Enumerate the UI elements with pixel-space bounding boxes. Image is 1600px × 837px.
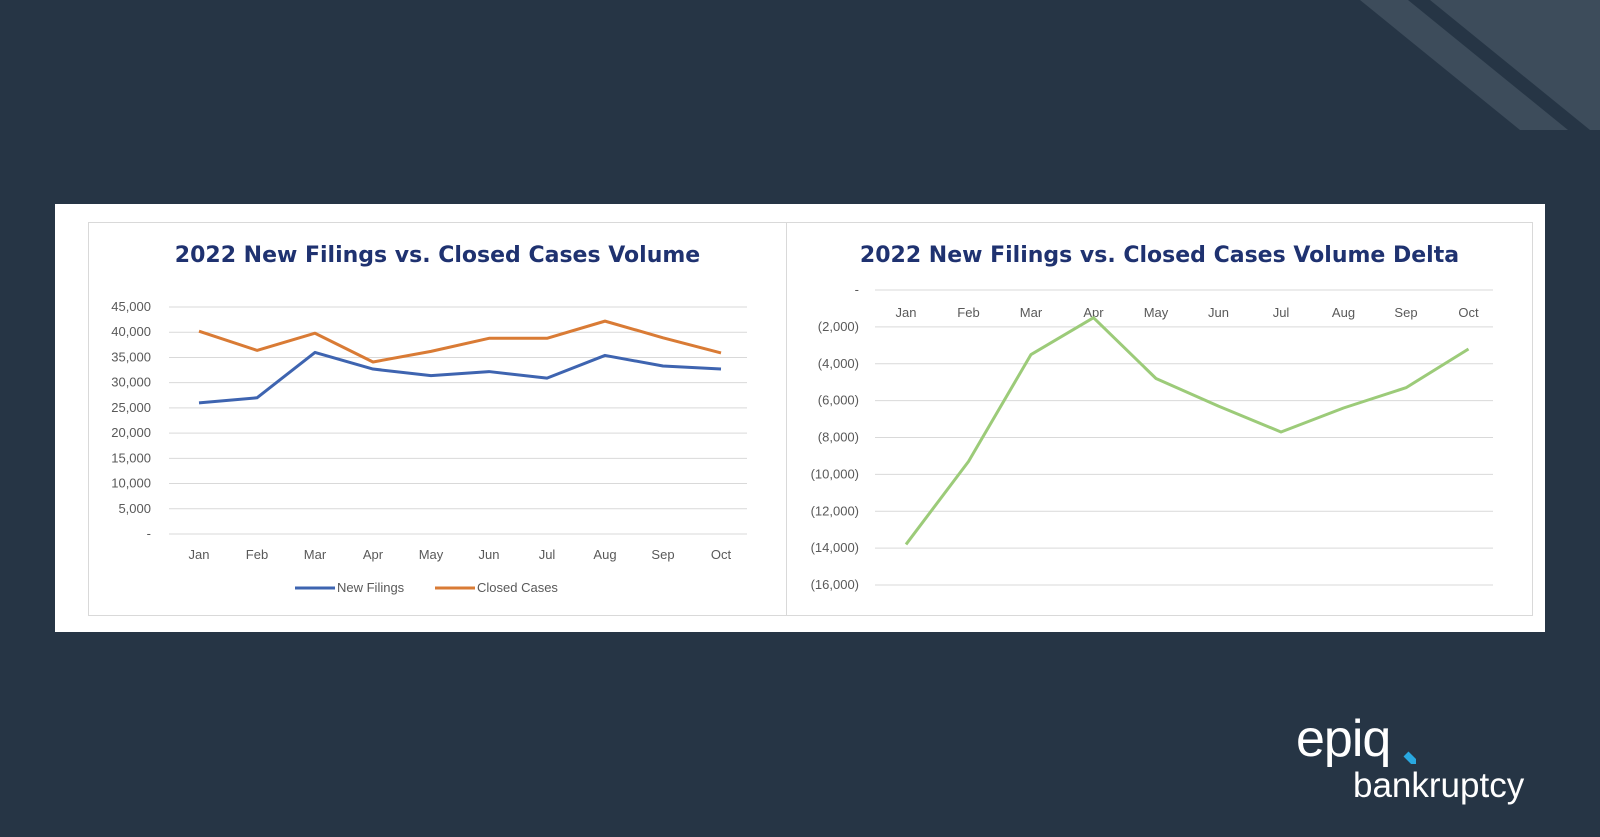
y-tick-label: 40,000: [111, 324, 151, 339]
decor-stripe: [1360, 0, 1568, 130]
x-tick-label: Aug: [593, 547, 616, 562]
y-tick-label: 30,000: [111, 375, 151, 390]
x-tick-label: Mar: [304, 547, 327, 562]
y-tick-label: 5,000: [118, 501, 151, 516]
x-tick-label: Mar: [1020, 305, 1043, 320]
decor-stripe: [1430, 0, 1600, 130]
new-filings-line: [198, 350, 722, 405]
chart-title: 2022 New Filings vs. Closed Cases Volume…: [859, 243, 1460, 268]
y-tick-label: 25,000: [111, 400, 151, 415]
y-tick-label: -: [147, 526, 151, 541]
y-tick-label: 45,000: [111, 299, 151, 314]
y-tick-label: (12,000): [811, 503, 859, 518]
x-tick-label: May: [1144, 305, 1169, 320]
x-tick-label: Feb: [957, 305, 979, 320]
y-tick-label: (2,000): [818, 319, 859, 334]
delta-chart: 2022 New Filings vs. Closed Cases Volume…: [786, 222, 1533, 616]
volume-chart-plot: - 5,000 10,000 15,000 20,000 25,000 30,000 35,0…: [111, 299, 747, 595]
x-tick-label: Oct: [711, 547, 732, 562]
legend-label: New Filings: [337, 580, 405, 595]
y-tick-label: 20,000: [111, 425, 151, 440]
x-tick-label: Oct: [1458, 305, 1479, 320]
x-tick-label: Aug: [1332, 305, 1355, 320]
y-tick-label: (10,000): [811, 466, 859, 481]
charts-panel: 2022 New Filings vs. Closed Cases Volume…: [55, 204, 1545, 632]
legend-label: Closed Cases: [477, 580, 558, 595]
x-tick-label: Jan: [189, 547, 210, 562]
delta-line: [904, 316, 1470, 546]
x-tick-label: Jul: [539, 547, 556, 562]
x-tick-label: Sep: [1394, 305, 1417, 320]
chart-title: 2022 New Filings vs. Closed Cases Volume: [174, 243, 701, 268]
x-tick-label: May: [419, 547, 444, 562]
y-tick-label: 15,000: [111, 450, 151, 465]
delta-chart-plot: - (2,000) (4,000) (6,000) (8,000) (10,000) (12…: [811, 282, 1493, 592]
logo-product: bankruptcy: [1353, 766, 1525, 805]
x-tick-label: Jan: [896, 305, 917, 320]
y-tick-label: 35,000: [111, 349, 151, 364]
x-tick-label: Sep: [651, 547, 674, 562]
x-tick-label: Jun: [1208, 305, 1229, 320]
epiq-logo: epiq bankruptcy: [1296, 710, 1556, 810]
x-tick-label: Apr: [1083, 305, 1104, 320]
y-tick-label: (8,000): [818, 430, 859, 445]
volume-chart: 2022 New Filings vs. Closed Cases Volume…: [88, 222, 787, 616]
y-tick-label: 10,000: [111, 476, 151, 491]
x-tick-label: Apr: [363, 547, 384, 562]
logo-q-accent-icon: [1403, 751, 1416, 764]
closed-cases-line: [198, 319, 722, 364]
y-tick-label: (14,000): [811, 540, 859, 555]
y-tick-label: (6,000): [818, 393, 859, 408]
x-tick-label: Jun: [479, 547, 500, 562]
y-tick-label: -: [855, 282, 859, 297]
logo-brand: epiq: [1296, 710, 1391, 768]
y-tick-label: (16,000): [811, 577, 859, 592]
y-tick-label: (4,000): [818, 356, 859, 371]
x-tick-label: Feb: [246, 547, 268, 562]
x-tick-label: Jul: [1273, 305, 1290, 320]
